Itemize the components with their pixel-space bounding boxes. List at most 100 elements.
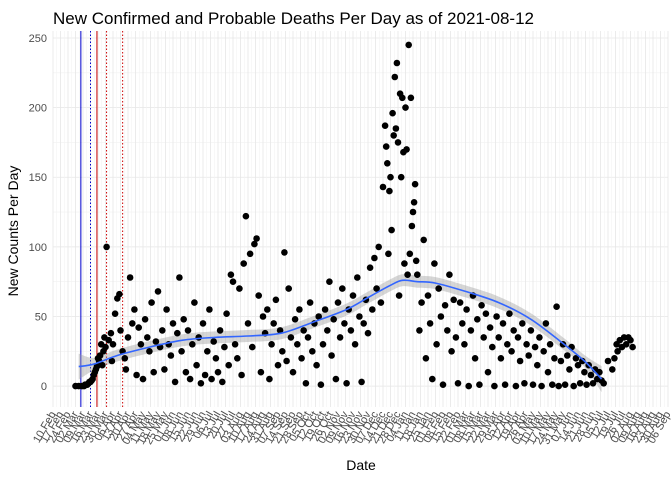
data-point (351, 341, 359, 348)
data-point (206, 306, 213, 313)
chart-title: New Confirmed and Probable Deaths Per Da… (53, 9, 534, 28)
data-point (514, 334, 522, 341)
data-point (161, 366, 168, 373)
data-point (611, 355, 618, 362)
data-point (366, 264, 374, 272)
data-point (377, 299, 385, 306)
data-point (373, 285, 380, 292)
data-point (544, 368, 552, 376)
data-point (204, 348, 211, 355)
data-point (531, 343, 539, 351)
data-point (557, 357, 565, 365)
data-point (227, 271, 235, 279)
data-point (375, 243, 383, 251)
data-point (493, 313, 500, 320)
data-point (551, 355, 558, 362)
data-point (529, 381, 537, 389)
data-point (424, 292, 432, 299)
data-point (246, 250, 254, 258)
data-point (285, 285, 293, 292)
data-point (441, 302, 449, 309)
data-point (129, 320, 136, 327)
data-point (437, 313, 445, 320)
data-point (478, 302, 485, 309)
data-point (317, 381, 325, 389)
y-tick-label: 100 (29, 242, 47, 254)
data-point (406, 250, 414, 258)
data-point (214, 368, 222, 376)
data-point (516, 357, 524, 365)
data-point (148, 299, 155, 306)
data-point (332, 375, 340, 383)
data-point (555, 382, 562, 390)
data-point (255, 292, 262, 299)
data-point (212, 355, 220, 362)
data-point (294, 341, 301, 348)
data-point (341, 320, 348, 327)
data-point (121, 355, 129, 362)
data-point (416, 327, 423, 334)
data-point (589, 380, 597, 387)
data-point (433, 341, 440, 348)
y-tick-label: 150 (29, 172, 47, 184)
y-axis-ticks: 0 50 100 150 200 250 (29, 33, 47, 393)
data-point (364, 329, 372, 337)
data-point (234, 355, 241, 362)
data-point (534, 361, 541, 369)
data-point (444, 327, 451, 334)
data-point (403, 146, 410, 153)
data-point (512, 382, 520, 390)
data-point (197, 380, 205, 387)
data-point (347, 327, 355, 334)
data-point (201, 371, 209, 379)
data-point (542, 320, 550, 327)
data-point (420, 236, 428, 244)
trend-line (78, 279, 603, 380)
data-point (627, 336, 634, 344)
data-point (159, 327, 166, 334)
data-point (446, 271, 453, 279)
data-point (414, 271, 421, 279)
data-point (251, 240, 258, 248)
data-point (402, 104, 409, 111)
data-point (324, 327, 331, 334)
data-point (506, 310, 513, 318)
data-point (609, 366, 616, 373)
data-point (298, 355, 305, 362)
data-point (404, 271, 411, 279)
data-point (482, 310, 490, 318)
data-point (371, 254, 378, 262)
data-point (276, 327, 284, 334)
reference-lines (80, 31, 124, 407)
data-point (501, 381, 509, 389)
data-point (336, 334, 344, 341)
data-point (195, 334, 202, 341)
data-point (429, 375, 436, 383)
data-point (387, 173, 394, 181)
data-point (182, 368, 190, 376)
data-point (431, 260, 438, 267)
data-point (386, 187, 393, 195)
data-point (629, 343, 636, 351)
data-point (587, 371, 595, 379)
data-point (390, 132, 398, 139)
data-point (397, 173, 405, 181)
data-point (302, 380, 310, 387)
data-point (291, 316, 299, 323)
data-point (131, 306, 138, 313)
data-point (422, 355, 430, 362)
x-axis-title: Date (346, 457, 376, 473)
data-point (189, 341, 196, 348)
data-point (272, 296, 280, 304)
data-point (242, 212, 250, 220)
data-point (354, 274, 361, 281)
data-point (540, 348, 547, 355)
data-point (309, 348, 316, 355)
data-point (456, 299, 464, 306)
y-tick-label: 250 (29, 33, 47, 45)
data-point (199, 320, 207, 327)
data-point (418, 299, 425, 306)
data-point (574, 361, 582, 369)
data-point (171, 378, 179, 386)
